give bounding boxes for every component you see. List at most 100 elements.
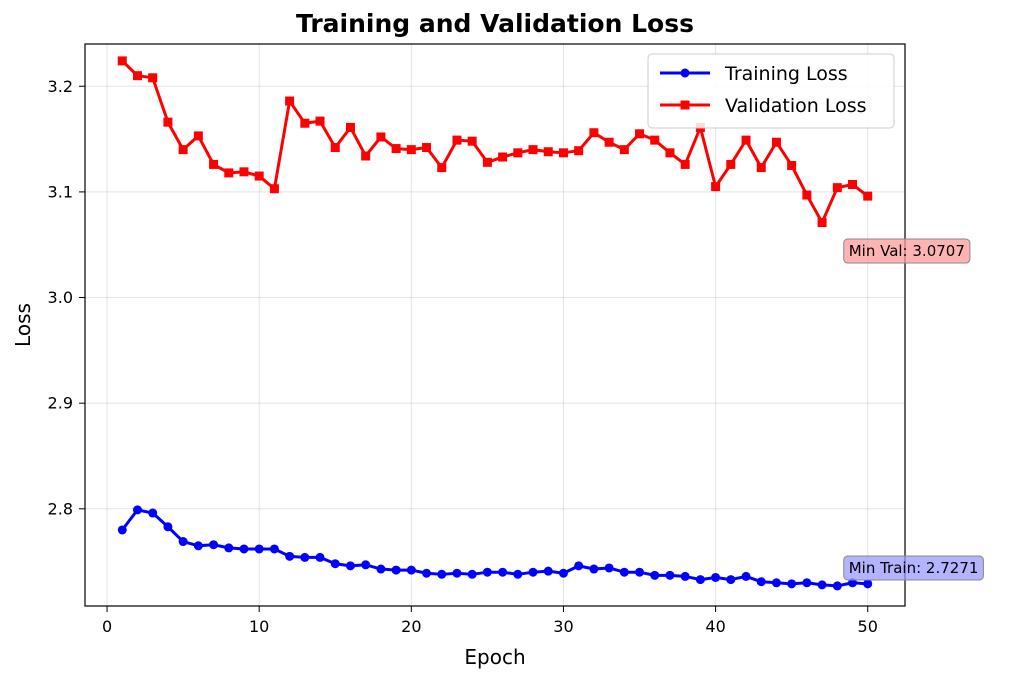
training-loss-point [665,570,675,580]
training-loss-point [558,568,568,578]
validation-loss-point [452,135,462,145]
y-tick-label: 2.8 [48,499,73,518]
x-tick-label: 30 [553,617,573,636]
validation-loss-point [832,183,842,193]
training-loss-point [178,537,188,547]
y-tick-label: 2.9 [48,394,73,413]
validation-loss-point [574,146,584,156]
training-loss-point [680,571,690,581]
training-loss-point [148,508,158,518]
legend-validation-label: Validation Loss [725,95,867,117]
validation-loss-point [239,167,249,177]
validation-loss-point [619,145,629,155]
training-loss-point [771,578,781,588]
training-loss-point [193,541,203,551]
validation-loss-point [315,116,325,126]
legend-training-marker [680,68,690,78]
training-loss-point [269,544,279,554]
validation-loss-point [771,137,781,147]
validation-loss-point [741,135,751,145]
validation-loss-point [437,163,447,173]
annotations: Min Val: 3.0707 Min Train: 2.7271 [843,238,984,581]
validation-loss-point [665,148,675,158]
validation-loss-point [680,159,690,169]
validation-loss-point [254,171,264,181]
validation-loss-point [589,128,599,138]
x-tick-label: 40 [705,617,725,636]
training-loss-point [300,552,310,562]
training-loss-point [695,575,705,585]
training-loss-point [285,551,295,561]
training-loss-point [391,565,401,575]
training-loss-point [619,567,629,577]
validation-loss-point [193,131,203,141]
validation-loss-point [406,145,416,155]
training-loss-point [482,567,492,577]
validation-loss-point [650,135,660,145]
y-tick-label: 3.2 [48,77,73,96]
training-loss-point [239,544,249,554]
x-axis-label: Epoch [464,645,525,669]
validation-loss-point [558,148,568,158]
validation-loss-point [148,73,158,83]
series-lines [117,56,873,591]
validation-loss-point [269,184,279,194]
training-loss-point [117,525,127,535]
axis-ticks: 0 10 20 30 40 50 2.8 2.9 3.0 3.1 3.2 [48,77,878,636]
training-loss-point [787,579,797,589]
validation-loss-point [543,147,553,157]
training-loss-point [437,569,447,579]
training-loss-point [650,570,660,580]
validation-loss-point [330,143,340,153]
validation-loss-point [163,117,173,127]
validation-loss-point [467,136,477,146]
training-loss-point [422,568,432,578]
validation-loss-point [498,152,508,162]
training-loss-point [817,580,827,590]
validation-loss-point [756,163,766,173]
training-loss-point [802,578,812,588]
validation-loss-point [863,191,873,201]
validation-loss-point [482,157,492,167]
training-loss-point [528,567,538,577]
training-loss-point [254,544,264,554]
validation-loss-point [300,118,310,128]
training-loss-point [589,564,599,574]
training-loss-point [574,561,584,571]
validation-loss-point [391,144,401,154]
training-loss-point [635,567,645,577]
validation-loss-point [513,148,523,158]
training-loss-point [498,567,508,577]
validation-loss-point [422,143,432,153]
validation-loss-point [376,132,386,142]
validation-loss-point [848,180,858,189]
y-axis-label: Loss [11,303,35,347]
validation-loss-point [285,96,295,106]
annotation-box: Min Val: 3.0707 [843,238,971,264]
y-tick-label: 3.0 [48,288,73,307]
annotation-label: Min Train: 2.7271 [849,559,979,577]
x-tick-label: 0 [102,617,112,636]
training-loss-point [224,543,234,553]
validation-loss-point [178,145,188,155]
validation-loss-point [345,122,355,132]
training-loss-point [848,578,858,588]
training-loss-point [711,572,721,582]
validation-loss-point [817,218,827,228]
training-loss-point [345,561,355,571]
legend-validation-marker [680,100,690,110]
validation-loss-point [361,151,371,161]
training-loss-point [361,560,371,570]
training-loss-point [467,569,477,579]
chart-title: Training and Validation Loss [296,9,694,38]
validation-loss-point [528,145,538,155]
training-loss-point [513,569,523,579]
x-tick-label: 20 [401,617,421,636]
validation-loss-point [117,56,127,66]
training-loss-point [726,575,736,585]
legend: Training Loss Validation Loss [647,53,895,129]
validation-loss-point [209,159,219,169]
validation-loss-point [604,137,614,147]
annotation-box: Min Train: 2.7271 [843,555,984,581]
